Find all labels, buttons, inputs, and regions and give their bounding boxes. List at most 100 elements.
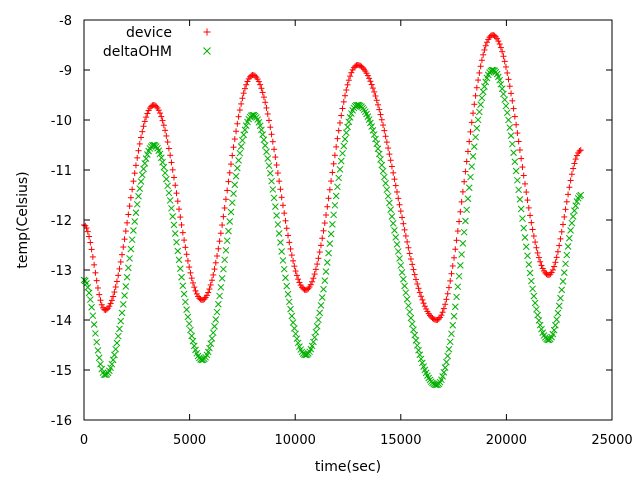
deltaOHM-point-375 xyxy=(555,302,563,310)
deltaOHM-point-234-b xyxy=(377,156,384,163)
deltaOHM-point-314-b xyxy=(478,94,486,102)
device-point-164 xyxy=(288,252,295,259)
deltaOHM-point-188 xyxy=(318,294,326,301)
device-point-339 xyxy=(510,105,517,112)
device-point-333 xyxy=(502,63,509,70)
deltaOHM-point-224-b xyxy=(364,113,372,120)
device-point-37 xyxy=(127,194,134,201)
device-point-243 xyxy=(388,163,395,170)
deltaOHM-point-225-b xyxy=(365,116,373,123)
deltaOHM-point-262-b xyxy=(412,337,420,344)
deltaOHM-point-159 xyxy=(282,274,289,282)
device-point-155 xyxy=(277,186,284,193)
deltaOHM-point-376 xyxy=(557,294,564,302)
deltaOHM-point-371-b xyxy=(550,326,558,334)
deltaOHM-point-77-b xyxy=(178,273,185,281)
deltaOHM-point-371 xyxy=(550,326,558,334)
deltaOHM-point-235 xyxy=(378,161,386,169)
deltaOHM-point-386-b xyxy=(569,213,577,220)
deltaOHM-point-143-b xyxy=(261,142,269,149)
deltaOHM-point-293 xyxy=(451,303,459,311)
deltaOHM-point-5-b xyxy=(86,296,94,303)
device-point-304 xyxy=(466,138,473,145)
series-deltaOHM xyxy=(80,66,585,389)
legend-marker-deltaOHM-b xyxy=(203,47,211,55)
deltaOHM-point-113-b xyxy=(223,237,231,245)
deltaOHM-point-379 xyxy=(560,269,568,276)
deltaOHM-point-258 xyxy=(407,314,415,322)
device-point-38 xyxy=(129,186,136,193)
deltaOHM-point-84-b xyxy=(187,326,194,334)
deltaOHM-point-111 xyxy=(221,256,229,264)
deltaOHM-point-28-b xyxy=(116,325,123,333)
deltaOHM-point-39 xyxy=(130,227,137,234)
device-point-148 xyxy=(268,131,275,138)
deltaOHM-point-33 xyxy=(122,283,130,290)
deltaOHM-point-326-b xyxy=(493,70,501,78)
deltaOHM-point-317-b xyxy=(482,78,490,86)
deltaOHM-point-62-b xyxy=(159,158,166,166)
deltaOHM-point-228 xyxy=(369,127,377,134)
device-point-313 xyxy=(477,63,484,70)
deltaOHM-point-244-b xyxy=(389,220,397,227)
device-point-261 xyxy=(411,271,418,278)
deltaOHM-point-355-b xyxy=(530,292,538,300)
device-point-219 xyxy=(358,63,365,70)
deltaOHM-point-145 xyxy=(264,155,272,162)
deltaOHM-point-30-b xyxy=(118,309,126,317)
device-point-154 xyxy=(276,178,283,185)
deltaOHM-point-378 xyxy=(559,278,567,285)
deltaOHM-point-123-b xyxy=(236,149,244,157)
deltaOHM-point-207 xyxy=(342,129,350,137)
deltaOHM-point-256-b xyxy=(405,302,412,310)
deltaOHM-point-89-b xyxy=(193,349,201,357)
device-point-392 xyxy=(577,147,584,154)
deltaOHM-point-27-b xyxy=(114,332,122,340)
deltaOHM-point-294-b xyxy=(453,293,460,301)
deltaOHM-point-47 xyxy=(140,165,147,173)
deltaOHM-point-298-b xyxy=(458,251,465,258)
deltaOHM-point-35 xyxy=(124,264,132,272)
device-point-49 xyxy=(143,114,150,121)
deltaOHM-point-155-b xyxy=(277,239,284,246)
deltaOHM-point-167 xyxy=(292,330,299,338)
device-point-168 xyxy=(293,272,300,279)
device-point-12 xyxy=(96,291,103,298)
device-point-336 xyxy=(506,83,513,90)
device-point-195 xyxy=(328,178,335,185)
deltaOHM-point-356 xyxy=(531,299,539,307)
device-point-63 xyxy=(160,122,167,129)
device-point-205 xyxy=(340,98,347,105)
deltaOHM-point-284 xyxy=(440,369,448,376)
device-point-193 xyxy=(325,195,332,202)
deltaOHM-point-119 xyxy=(231,181,239,189)
device-point-201 xyxy=(335,127,342,134)
device-point-118 xyxy=(230,144,237,151)
device-point-303 xyxy=(464,148,471,155)
deltaOHM-point-310-b xyxy=(473,124,481,132)
deltaOHM-point-170-b xyxy=(296,343,303,350)
deltaOHM-point-13-b xyxy=(97,360,104,368)
deltaOHM-point-180 xyxy=(308,342,316,350)
deltaOHM-point-40 xyxy=(131,218,139,225)
device-point-254 xyxy=(402,232,409,239)
deltaOHM-point-248 xyxy=(394,248,402,255)
deltaOHM-point-245-b xyxy=(391,227,398,234)
device-point-150 xyxy=(271,146,278,153)
deltaOHM-point-303 xyxy=(464,195,472,203)
device-point-332 xyxy=(501,58,508,65)
device-point-181 xyxy=(310,275,317,282)
deltaOHM-point-375-b xyxy=(555,302,563,310)
deltaOHM-point-154-b xyxy=(275,230,283,237)
deltaOHM-point-330 xyxy=(498,85,506,93)
deltaOHM-point-356-b xyxy=(531,299,539,307)
deltaOHM-point-6-b xyxy=(88,303,95,311)
deltaOHM-point-198 xyxy=(331,201,339,209)
deltaOHM-point-13 xyxy=(97,360,104,368)
deltaOHM-point-352-b xyxy=(526,269,534,277)
deltaOHM-point-357 xyxy=(533,305,540,313)
device-point-10 xyxy=(93,277,100,284)
y-tick-label-4: -12 xyxy=(51,214,72,229)
device-point-6 xyxy=(88,246,95,253)
device-point-116 xyxy=(227,161,234,168)
